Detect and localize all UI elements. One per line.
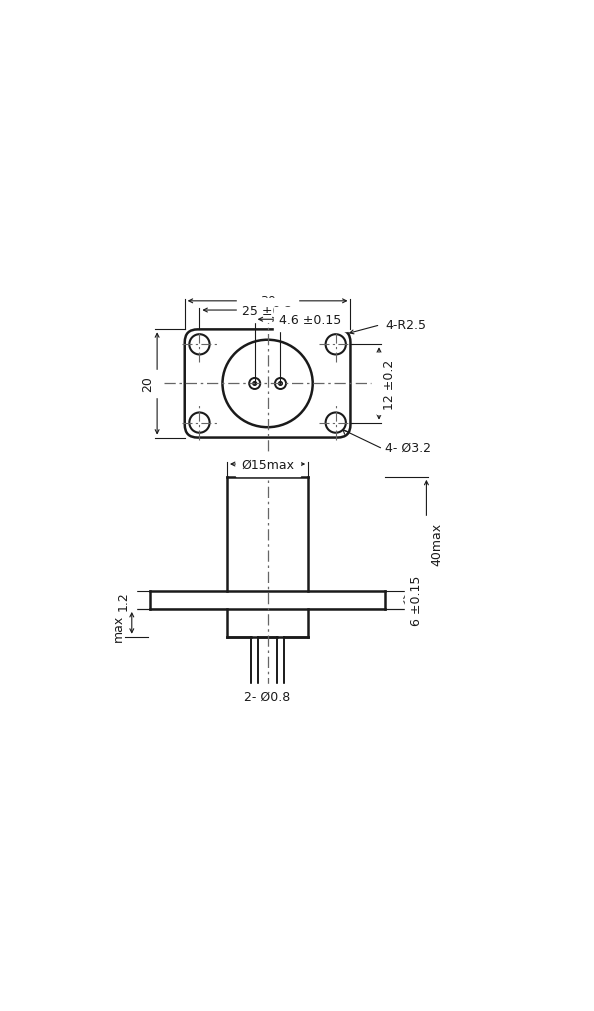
Text: 30: 30 xyxy=(260,295,276,308)
Text: 6 ±0.15: 6 ±0.15 xyxy=(410,575,424,626)
Text: 12 ±0.2: 12 ±0.2 xyxy=(383,359,396,409)
Text: 4-R2.5: 4-R2.5 xyxy=(385,318,426,332)
Text: max: max xyxy=(112,615,125,641)
Circle shape xyxy=(279,382,282,386)
Text: 20: 20 xyxy=(141,376,154,392)
Text: Ø15max: Ø15max xyxy=(241,458,294,471)
Text: 2- Ø0.8: 2- Ø0.8 xyxy=(245,690,290,703)
Text: 1.2: 1.2 xyxy=(117,590,130,610)
Circle shape xyxy=(253,382,257,386)
Text: 40max: 40max xyxy=(430,522,443,565)
Text: 4- Ø3.2: 4- Ø3.2 xyxy=(385,442,431,455)
Text: 25 ±0.2: 25 ±0.2 xyxy=(242,304,293,317)
Text: 4.6 ±0.15: 4.6 ±0.15 xyxy=(279,313,342,327)
